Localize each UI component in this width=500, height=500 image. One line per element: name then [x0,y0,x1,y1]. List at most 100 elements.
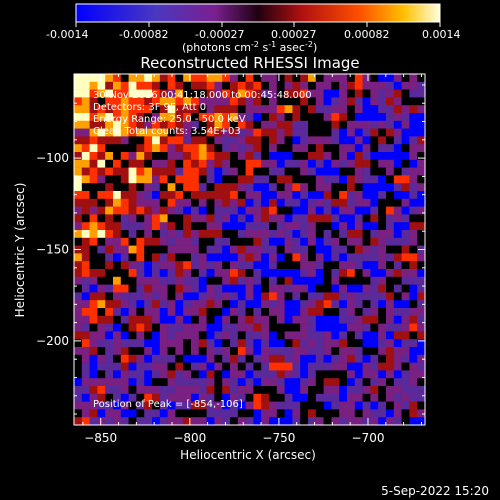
heatmap-cell [206,261,215,270]
heatmap-cell [191,89,200,98]
heatmap-cell [81,245,90,254]
heatmap-cell [401,276,410,285]
heatmap-cell [409,152,418,161]
heatmap-cell [206,183,215,192]
heatmap-cell [261,261,270,270]
heatmap-cell [159,74,168,83]
heatmap-cell [230,237,239,246]
heatmap-cell [276,308,285,317]
heatmap-cell [230,175,239,184]
heatmap-cell [370,167,379,176]
heatmap-cell [253,214,262,223]
heatmap-cell [136,308,145,317]
heatmap-cell [89,113,98,122]
heatmap-cell [261,354,270,363]
heatmap-cell [370,292,379,301]
heatmap-cell [378,245,387,254]
heatmap-cell [136,152,145,161]
heatmap-cell [323,417,332,426]
heatmap-cell [191,331,200,340]
heatmap-cell [152,331,161,340]
heatmap-cell [245,206,254,215]
heatmap-cell [253,183,262,192]
heatmap-cell [214,354,223,363]
heatmap-cell [276,253,285,262]
heatmap-cell [198,315,207,324]
heatmap-cell [214,362,223,371]
heatmap-cell [276,144,285,153]
heatmap-cell [276,167,285,176]
heatmap-cell [276,339,285,348]
heatmap-cell [222,198,231,207]
heatmap-cell [206,315,215,324]
heatmap-cell [417,183,426,192]
heatmap-cell [206,401,215,410]
heatmap-cell [292,152,301,161]
heatmap-cell [230,276,239,285]
heatmap-cell [354,362,363,371]
heatmap-cell [245,409,254,418]
heatmap-cell [386,378,395,387]
heatmap-cell [245,347,254,356]
heatmap-cell [276,315,285,324]
heatmap-cell [89,315,98,324]
heatmap-cell [323,370,332,379]
heatmap-cell [362,284,371,293]
heatmap-cell [230,159,239,168]
heatmap-cell [339,105,348,114]
heatmap-cell [315,237,324,246]
heatmap-cell [167,261,176,270]
heatmap-cell [370,222,379,231]
heatmap-cell [409,183,418,192]
heatmap-cell [393,261,402,270]
heatmap-cell [120,128,129,137]
heatmap-cell [315,370,324,379]
heatmap-cell [214,292,223,301]
heatmap-cell [347,284,356,293]
heatmap-cell [245,237,254,246]
heatmap-cell [354,128,363,137]
heatmap-cell [81,191,90,200]
heatmap-cell [331,253,340,262]
heatmap-cell [393,276,402,285]
heatmap-cell [276,347,285,356]
heatmap-cell [245,89,254,98]
heatmap-cell [323,253,332,262]
heatmap-cell [120,276,129,285]
heatmap-cell [214,401,223,410]
heatmap-cell [128,113,137,122]
heatmap-cell [362,136,371,145]
heatmap-cell [308,269,317,278]
heatmap-cell [409,308,418,317]
heatmap-cell [386,292,395,301]
heatmap-cell [401,331,410,340]
heatmap-cell [214,128,223,137]
heatmap-cell [331,191,340,200]
heatmap-cell [167,97,176,106]
heatmap-cell [97,284,106,293]
heatmap-cell [284,354,293,363]
heatmap-cell [113,81,122,90]
heatmap-cell [409,206,418,215]
colorbar-tick-label: -0.0014 [46,28,88,41]
heatmap-cell [120,300,129,309]
heatmap-cell [409,74,418,83]
heatmap-cell [89,237,98,246]
heatmap-cell [105,105,114,114]
heatmap-cell [401,105,410,114]
colorbar-ticks [75,22,441,27]
heatmap-cell [417,97,426,106]
heatmap-cell [120,144,129,153]
heatmap-cell [292,144,301,153]
heatmap-cell [120,167,129,176]
heatmap-cell [245,386,254,395]
heatmap-cell [144,269,153,278]
heatmap-cell [222,253,231,262]
heatmap-cell [237,393,246,402]
heatmap-cell [113,198,122,207]
heatmap-cell [191,222,200,231]
heatmap-cell [183,292,192,301]
heatmap-cell [159,362,168,371]
heatmap-cell [175,167,184,176]
heatmap-cell [97,136,106,145]
